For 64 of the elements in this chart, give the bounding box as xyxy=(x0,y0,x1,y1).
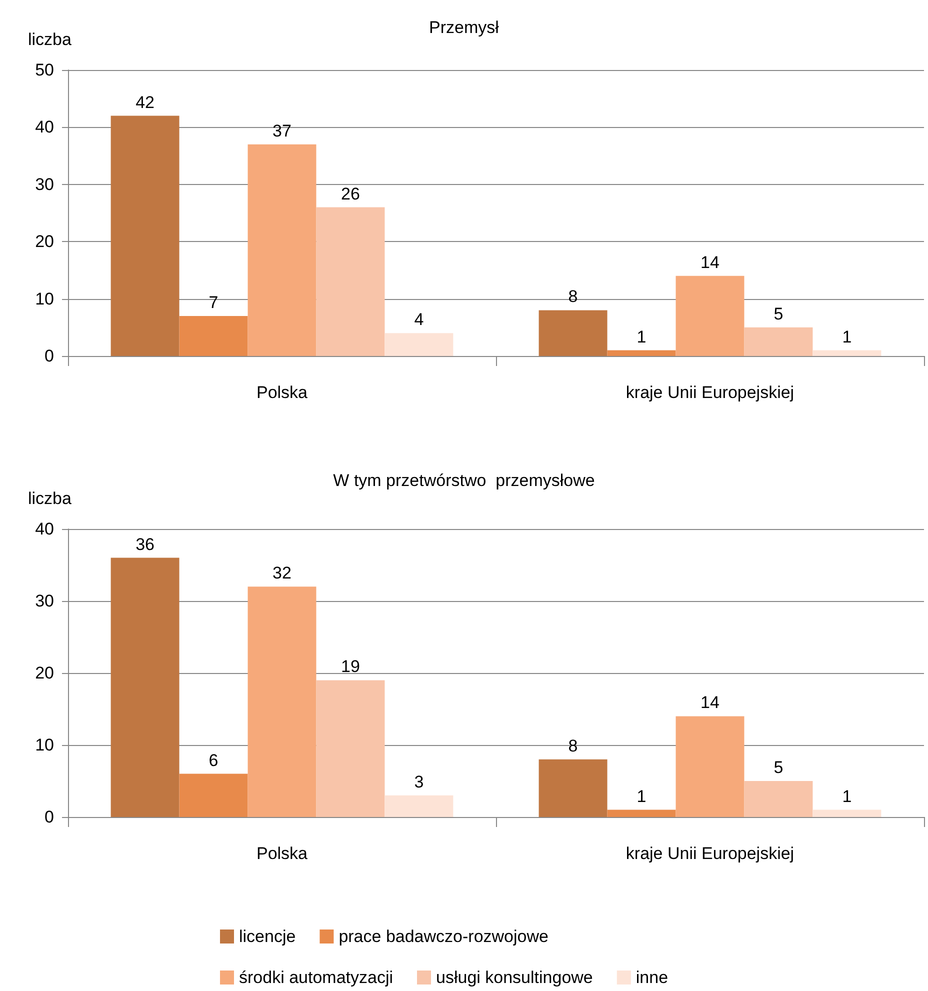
data-label: 3 xyxy=(414,772,424,792)
data-label: 37 xyxy=(272,121,292,140)
data-label: 5 xyxy=(774,304,784,324)
data-label: 5 xyxy=(774,758,784,777)
y-axis-title: liczba xyxy=(28,30,72,49)
data-label: 6 xyxy=(208,750,218,770)
y-tick-label: 40 xyxy=(35,118,54,137)
data-label: 4 xyxy=(414,310,424,330)
data-label: 1 xyxy=(636,786,646,806)
bar xyxy=(744,327,813,356)
bar xyxy=(676,716,744,817)
y-tick-label: 20 xyxy=(35,232,54,252)
data-label: 19 xyxy=(341,657,360,676)
data-label: 1 xyxy=(842,786,852,806)
x-tick-label: kraje Unii Europejskiej xyxy=(626,383,794,402)
legend-label: inne xyxy=(636,968,668,987)
data-label: 7 xyxy=(208,292,218,312)
data-label: 36 xyxy=(136,534,154,554)
chart-title: W tym przetwórstwo przemysłowe xyxy=(333,471,595,490)
bar xyxy=(179,316,248,356)
legend-label: środki automatyzacji xyxy=(239,968,394,987)
bar xyxy=(744,781,813,817)
data-label: 32 xyxy=(272,564,292,583)
y-tick-label: 30 xyxy=(35,174,54,194)
y-tick-label: 10 xyxy=(35,289,54,308)
y-tick-label: 40 xyxy=(35,520,54,538)
legend-label: licencje xyxy=(239,927,296,946)
data-label: 1 xyxy=(636,327,646,346)
y-tick-label: 30 xyxy=(35,592,54,610)
y-tick-label: 20 xyxy=(35,664,54,682)
bar xyxy=(538,759,608,817)
x-tick-label: Polska xyxy=(256,383,308,402)
data-label: 8 xyxy=(568,736,578,756)
x-tick-label: kraje Unii Europejskiej xyxy=(626,844,794,863)
bar xyxy=(384,795,454,817)
bar xyxy=(607,350,676,356)
y-tick-label: 0 xyxy=(44,346,54,366)
bar xyxy=(316,207,385,356)
data-label: 42 xyxy=(136,92,154,112)
bar xyxy=(316,680,385,817)
bar xyxy=(248,586,316,817)
bar xyxy=(607,810,676,817)
bar xyxy=(812,350,882,356)
y-tick-label: 0 xyxy=(44,808,54,826)
x-tick-label: Polska xyxy=(256,844,308,863)
y-tick-label: 10 xyxy=(35,736,54,754)
y-axis-title: liczba xyxy=(28,489,72,508)
data-label: 14 xyxy=(700,252,720,272)
y-tick-label: 50 xyxy=(35,60,54,80)
data-label: 26 xyxy=(341,184,360,204)
chart-title: Przemysł xyxy=(429,18,500,37)
bar xyxy=(248,144,316,356)
data-label: 8 xyxy=(568,287,578,306)
legend-label: usługi konsultingowe xyxy=(436,968,593,987)
bar xyxy=(384,333,454,356)
data-label: 1 xyxy=(842,327,852,346)
bar xyxy=(110,558,180,817)
legend-label: prace badawczo-rozwojowe xyxy=(338,927,548,946)
bar xyxy=(676,276,744,356)
bar xyxy=(110,116,180,356)
bar xyxy=(179,774,248,817)
bar xyxy=(538,310,608,356)
data-label: 14 xyxy=(700,693,720,712)
bar xyxy=(812,810,882,817)
